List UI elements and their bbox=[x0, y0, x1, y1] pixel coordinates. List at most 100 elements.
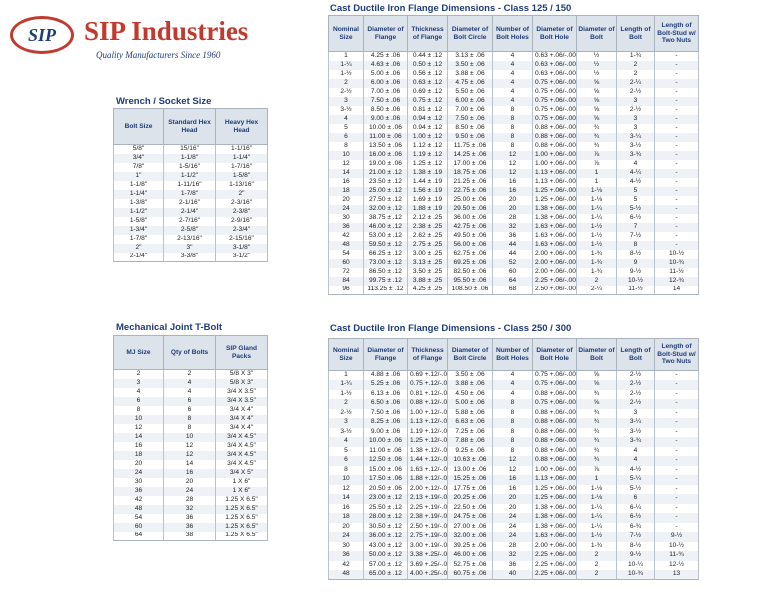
table-row: 54 36 1.25 X 6.5" bbox=[113, 513, 268, 523]
table-row: 6 12.50 ± .06 1.44 +.12/-.00 10.63 ± .06 12 0… bbox=[328, 456, 699, 466]
table-cell: 1-½ bbox=[576, 532, 617, 542]
table-cell: 20.50 ± .06 bbox=[363, 484, 408, 494]
table-cell: 12 bbox=[492, 456, 533, 466]
table-cell: - bbox=[654, 168, 699, 178]
table-cell: 8-½ bbox=[616, 541, 655, 551]
table-cell: 3/4 X 3.5" bbox=[215, 396, 268, 406]
table-row: 42 57.00 ± .12 3.69 +.25/-.00 52.75 ± .06 36… bbox=[328, 560, 699, 570]
table-cell: 42 bbox=[113, 495, 164, 505]
table-cell: 73.00 ± .12 bbox=[363, 258, 408, 268]
table-cell: 9-½ bbox=[654, 532, 699, 542]
table-cell: 0.88 +.06/-.00 bbox=[532, 408, 577, 418]
table-cell: 14 bbox=[328, 494, 364, 504]
table-row: 4 4 3/4 X 3.5" bbox=[113, 387, 268, 397]
table-cell: 46.00 ± .06 bbox=[447, 551, 493, 561]
table-cell: 64 bbox=[492, 276, 533, 286]
table-row: 4 10.00 ± .06 1.25 +.12/-.00 7.88 ± .06 8 0.8… bbox=[328, 437, 699, 447]
table-row: 24 16 3/4 X 5" bbox=[113, 468, 268, 478]
table-cell: 2.50 +.06/-.00 bbox=[532, 285, 577, 295]
table-cell: 1-1/4" bbox=[113, 189, 164, 199]
table-cell: 9-½ bbox=[616, 267, 655, 277]
table-cell: 1-½ bbox=[328, 389, 364, 399]
table-row: 72 86.50 ± .12 3.50 ± .25 82.50 ± .06 60 2.00… bbox=[328, 267, 699, 277]
table-cell: 2-13/16" bbox=[163, 234, 216, 244]
table-cell: ¾ bbox=[576, 132, 617, 142]
table-cell: 28 bbox=[163, 495, 216, 505]
table-cell: 1-⅛ bbox=[576, 484, 617, 494]
table-cell: 3.69 +.25/-.00 bbox=[407, 560, 448, 570]
table-cell: 2-1/4" bbox=[163, 207, 216, 217]
table-cell: 36 bbox=[113, 486, 164, 496]
table-cell: 7.00 ± .06 bbox=[363, 87, 408, 97]
table-cell: 3/4 X 4" bbox=[215, 414, 268, 424]
table-cell: 24 bbox=[328, 204, 364, 214]
table-cell: 2-9/16" bbox=[215, 216, 268, 226]
table-cell: 10 bbox=[328, 150, 364, 160]
table-cell: 6.00 ± .06 bbox=[447, 96, 493, 106]
table-cell: 0.94 ± .12 bbox=[407, 123, 448, 133]
table-cell: 84 bbox=[328, 276, 364, 286]
table-cell: 36.00 ± .06 bbox=[447, 213, 493, 223]
table-row: 18 28.00 ± .12 2.38 +.19/-.00 24.75 ± .06 24… bbox=[328, 513, 699, 523]
table-cell: 4-½ bbox=[616, 465, 655, 475]
table-cell: 11-½ bbox=[654, 267, 699, 277]
table-cell: 0.81 ± .12 bbox=[407, 105, 448, 115]
table-cell: 2-15/16" bbox=[215, 234, 268, 244]
table-cell: 6.13 ± .06 bbox=[363, 389, 408, 399]
table-cell: - bbox=[654, 96, 699, 106]
table-cell: 1.56 ± .19 bbox=[407, 186, 448, 196]
table-cell: ⅝ bbox=[576, 380, 617, 390]
table-cell: 46.00 ± .12 bbox=[363, 222, 408, 232]
table-cell: 2-½ bbox=[328, 408, 364, 418]
column-header: Diameter of Bolt Hole bbox=[532, 338, 577, 371]
table-cell: 0.75 +.06/-.00 bbox=[532, 370, 577, 380]
table-cell: 3 bbox=[113, 378, 164, 388]
table-cell: 2" bbox=[215, 189, 268, 199]
table-cell: 69.25 ± .06 bbox=[447, 258, 493, 268]
wrench-table-title: Wrench / Socket Size bbox=[116, 96, 212, 107]
column-header: Nominal Size bbox=[328, 338, 364, 371]
table-row: 20 30.50 ± .12 2.50 +.19/-.00 27.00 ± .06 24… bbox=[328, 522, 699, 532]
table-cell: 12 bbox=[492, 159, 533, 169]
table-cell: 1-1/2" bbox=[163, 171, 216, 181]
table-cell: 44 bbox=[492, 249, 533, 259]
header-row: Nominal Size Diameter of Flange Thickness … bbox=[328, 15, 699, 52]
table-cell: 68 bbox=[492, 285, 533, 295]
table-cell: 1 bbox=[328, 370, 364, 380]
table-cell: 36 bbox=[328, 551, 364, 561]
table-cell: - bbox=[654, 418, 699, 428]
table-cell: - bbox=[654, 399, 699, 409]
table-cell: 10-½ bbox=[616, 276, 655, 286]
table-row: 2-½ 7.00 ± .06 0.69 ± .12 5.50 ± .06 4 0.75 +… bbox=[328, 87, 699, 97]
company-name: SIP Industries bbox=[84, 16, 249, 46]
table-cell: 3-¼ bbox=[616, 132, 655, 142]
table-cell: 1-¼ bbox=[576, 204, 617, 214]
table-cell: 1.88 ± .19 bbox=[407, 204, 448, 214]
table-cell: 1-¾ bbox=[576, 249, 617, 259]
table-cell: 0.81 +.12/-.00 bbox=[407, 389, 448, 399]
table-cell: 10 bbox=[328, 475, 364, 485]
table-cell: 7.50 ± .06 bbox=[363, 408, 408, 418]
table-cell: - bbox=[654, 427, 699, 437]
table-cell: 0.44 ± .12 bbox=[407, 51, 448, 61]
table-cell: 13.50 ± .06 bbox=[363, 141, 408, 151]
table-cell: 1.38 +.06/-.00 bbox=[532, 513, 577, 523]
table-cell: 4-¼ bbox=[616, 168, 655, 178]
table-cell: 1-7/8" bbox=[113, 234, 164, 244]
table-cell: - bbox=[654, 513, 699, 523]
table-cell: 9.50 ± .06 bbox=[447, 132, 493, 142]
table-cell: 12 bbox=[163, 441, 216, 451]
column-header: Diameter of Bolt bbox=[576, 338, 617, 371]
table-cell: 1.00 +.06/-.00 bbox=[532, 465, 577, 475]
table-row: 3 4 5/8 X 3" bbox=[113, 378, 268, 388]
table-cell: 1 bbox=[576, 177, 617, 187]
table-cell: 23.00 ± .12 bbox=[363, 494, 408, 504]
table-cell: 1.88 +.12/-.00 bbox=[407, 475, 448, 485]
table-cell: 32 bbox=[492, 222, 533, 232]
table-cell: 42 bbox=[328, 231, 364, 241]
table-cell: 2.00 +.06/-.00 bbox=[532, 541, 577, 551]
table-cell: - bbox=[654, 437, 699, 447]
table-cell: 4-½ bbox=[616, 177, 655, 187]
table-cell: 1.44 +.12/-.00 bbox=[407, 456, 448, 466]
table-cell: 1.25 +.06/-.00 bbox=[532, 195, 577, 205]
